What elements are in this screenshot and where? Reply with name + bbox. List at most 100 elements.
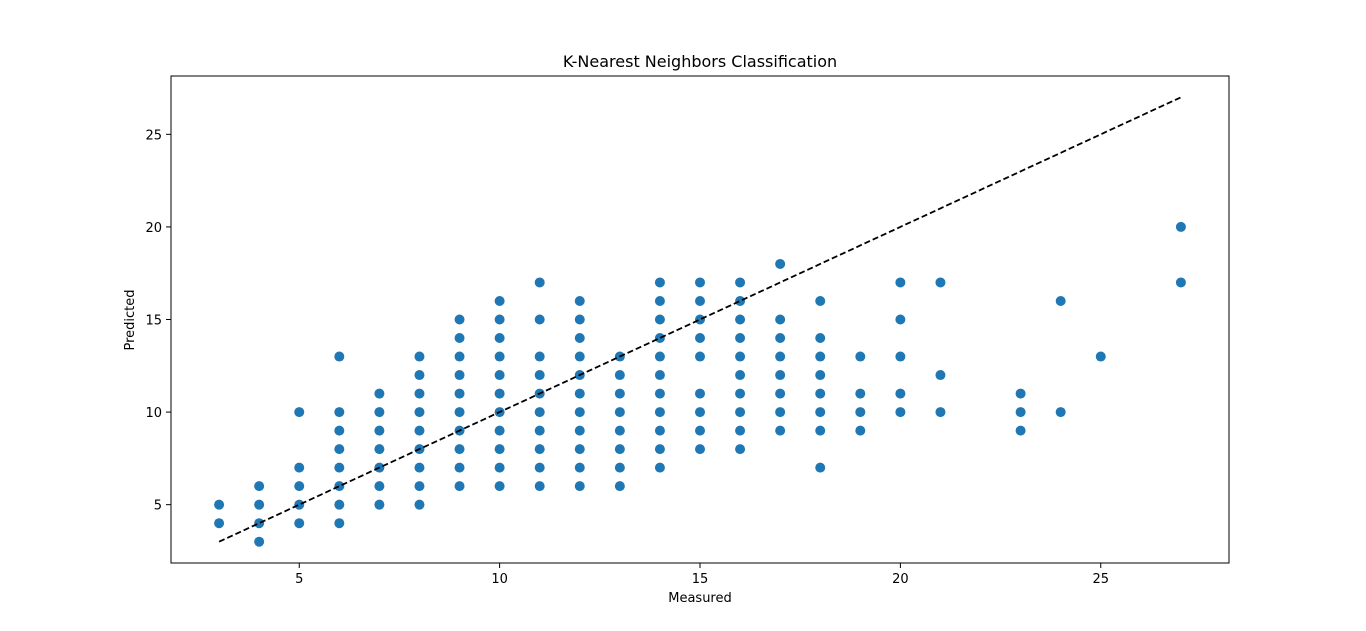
- data-point: [775, 425, 786, 436]
- data-point: [775, 407, 786, 418]
- data-point: [254, 518, 265, 529]
- data-point: [614, 407, 625, 418]
- data-point: [775, 370, 786, 381]
- y-axis-label: Predicted: [123, 289, 138, 350]
- data-point: [374, 444, 385, 455]
- data-point: [574, 351, 585, 362]
- data-point: [414, 370, 425, 381]
- data-point: [654, 277, 665, 288]
- data-point: [254, 481, 265, 492]
- data-point: [454, 444, 465, 455]
- data-point: [1015, 388, 1026, 399]
- data-point: [735, 444, 746, 455]
- data-point: [574, 407, 585, 418]
- data-point: [294, 407, 305, 418]
- data-point: [574, 444, 585, 455]
- data-point: [1095, 351, 1106, 362]
- data-point: [414, 481, 425, 492]
- data-point: [1015, 425, 1026, 436]
- x-axis-label: Measured: [668, 591, 732, 606]
- data-point: [454, 333, 465, 344]
- data-point: [294, 499, 305, 510]
- data-point: [614, 370, 625, 381]
- data-point: [254, 536, 265, 547]
- data-point: [1055, 407, 1066, 418]
- data-point: [374, 425, 385, 436]
- data-point: [735, 277, 746, 288]
- data-point: [534, 314, 545, 325]
- data-point: [374, 481, 385, 492]
- data-point: [294, 462, 305, 473]
- data-point: [895, 388, 906, 399]
- data-point: [775, 314, 786, 325]
- data-point: [534, 370, 545, 381]
- data-point: [654, 444, 665, 455]
- data-point: [695, 314, 705, 325]
- data-point: [414, 425, 425, 436]
- data-point: [1175, 277, 1186, 288]
- y-axis: 5 10 15 20 25: [145, 128, 171, 514]
- data-point: [334, 425, 345, 436]
- data-point: [1015, 407, 1026, 418]
- data-point: [454, 462, 465, 473]
- data-point: [494, 370, 505, 381]
- data-point: [334, 499, 345, 510]
- data-point: [695, 407, 705, 418]
- data-point: [614, 425, 625, 436]
- data-point: [855, 388, 866, 399]
- data-point: [815, 462, 826, 473]
- data-point: [775, 351, 786, 362]
- x-tick-label: 10: [491, 572, 508, 587]
- data-point: [454, 407, 465, 418]
- data-point: [855, 425, 866, 436]
- data-point: [494, 481, 505, 492]
- data-point: [895, 351, 906, 362]
- data-point: [454, 351, 465, 362]
- data-point: [214, 518, 225, 529]
- data-point: [815, 425, 826, 436]
- data-point: [254, 499, 265, 510]
- data-point: [614, 481, 625, 492]
- data-point: [574, 333, 585, 344]
- data-point: [614, 388, 625, 399]
- x-tick-label: 5: [295, 572, 303, 587]
- data-point: [815, 407, 826, 418]
- data-point: [735, 388, 746, 399]
- x-tick-label: 15: [692, 572, 709, 587]
- data-point: [494, 351, 505, 362]
- data-point: [574, 425, 585, 436]
- data-point: [695, 444, 705, 455]
- data-point: [855, 407, 866, 418]
- data-point: [735, 333, 746, 344]
- y-tick-label: 10: [145, 406, 162, 421]
- data-point: [895, 277, 906, 288]
- y-tick-label: 20: [145, 221, 162, 236]
- data-point: [294, 481, 305, 492]
- data-point: [775, 388, 786, 399]
- data-point: [294, 518, 305, 529]
- data-point: [735, 425, 746, 436]
- data-point: [695, 425, 705, 436]
- data-point: [494, 444, 505, 455]
- data-point: [735, 314, 746, 325]
- data-point: [534, 351, 545, 362]
- data-point: [494, 295, 505, 306]
- data-point: [494, 462, 505, 473]
- data-point: [735, 407, 746, 418]
- data-point: [454, 314, 465, 325]
- data-point: [534, 425, 545, 436]
- data-point: [574, 295, 585, 306]
- data-point: [695, 333, 705, 344]
- identity-reference-line: [218, 96, 1182, 543]
- data-point: [855, 351, 866, 362]
- data-point: [815, 295, 826, 306]
- data-point: [1175, 221, 1186, 232]
- data-point: [334, 407, 345, 418]
- plot-area: [214, 96, 1186, 547]
- data-point: [614, 462, 625, 473]
- data-point: [414, 351, 425, 362]
- data-point: [815, 333, 826, 344]
- data-point: [735, 295, 746, 306]
- data-point: [334, 518, 345, 529]
